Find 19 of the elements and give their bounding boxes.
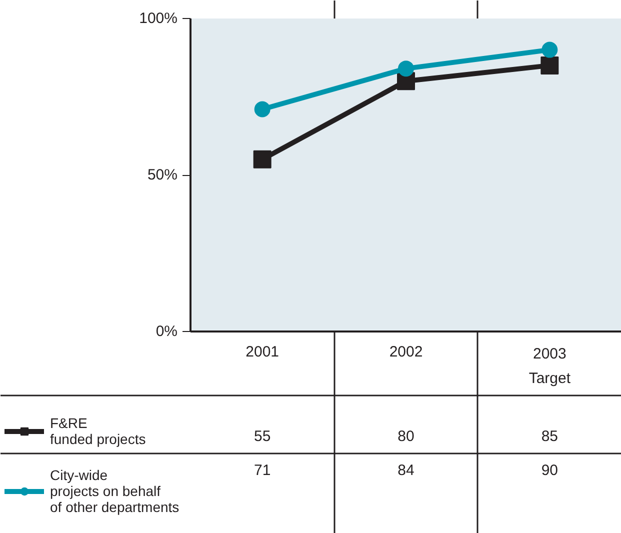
y-tick-label: 0% <box>156 323 178 340</box>
x-tick-label: 2001 <box>246 344 280 360</box>
point <box>542 42 558 58</box>
x-tick-label: 2002 <box>389 344 423 360</box>
y-tick-label: 100% <box>139 10 178 27</box>
x-tick-label: 2003 Target <box>528 346 572 388</box>
point <box>253 150 272 168</box>
legend-label: F&RE funded projects <box>50 415 146 447</box>
data-label: 55 <box>254 428 271 445</box>
data-label: 80 <box>398 428 414 445</box>
data-label: 71 <box>254 462 271 479</box>
data-label: 85 <box>541 428 558 445</box>
data-label: 84 <box>398 462 414 479</box>
point <box>540 56 559 74</box>
data-label: 90 <box>541 462 558 479</box>
legend-label: City-wide projects on behalf of other departments <box>50 467 180 515</box>
y-tick-label: 50% <box>147 166 178 184</box>
point <box>398 60 414 77</box>
point <box>254 101 270 118</box>
